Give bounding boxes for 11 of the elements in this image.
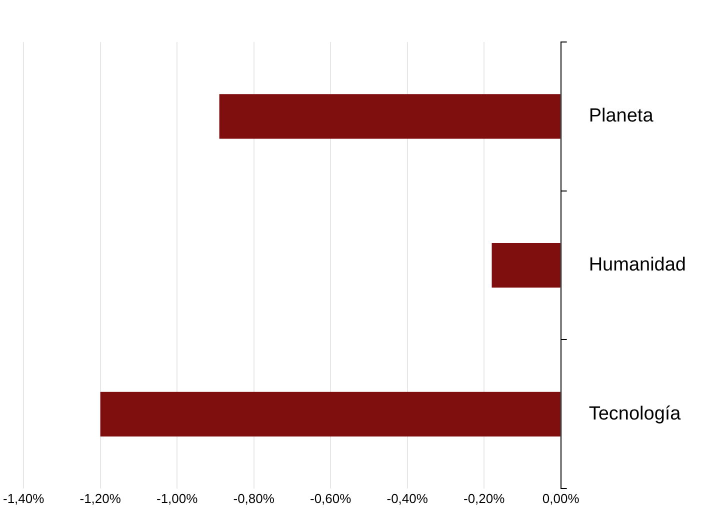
x-tick-label: -1,40%: [2, 490, 45, 506]
x-tick-label: -0,60%: [310, 490, 352, 506]
x-tick-label: -1,20%: [80, 490, 122, 506]
x-tick-label: -1,00%: [156, 490, 198, 506]
y-tick-label: Tecnología: [588, 403, 682, 424]
y-tick-label: Planeta: [588, 106, 654, 127]
x-tick-label: -0,20%: [463, 490, 506, 506]
x-tick-label: -0,80%: [233, 490, 275, 506]
x-tick-label: 0,00%: [542, 490, 580, 506]
y-tick-label: Humanidad: [588, 254, 686, 276]
x-tick-label: -0,40%: [386, 490, 428, 506]
